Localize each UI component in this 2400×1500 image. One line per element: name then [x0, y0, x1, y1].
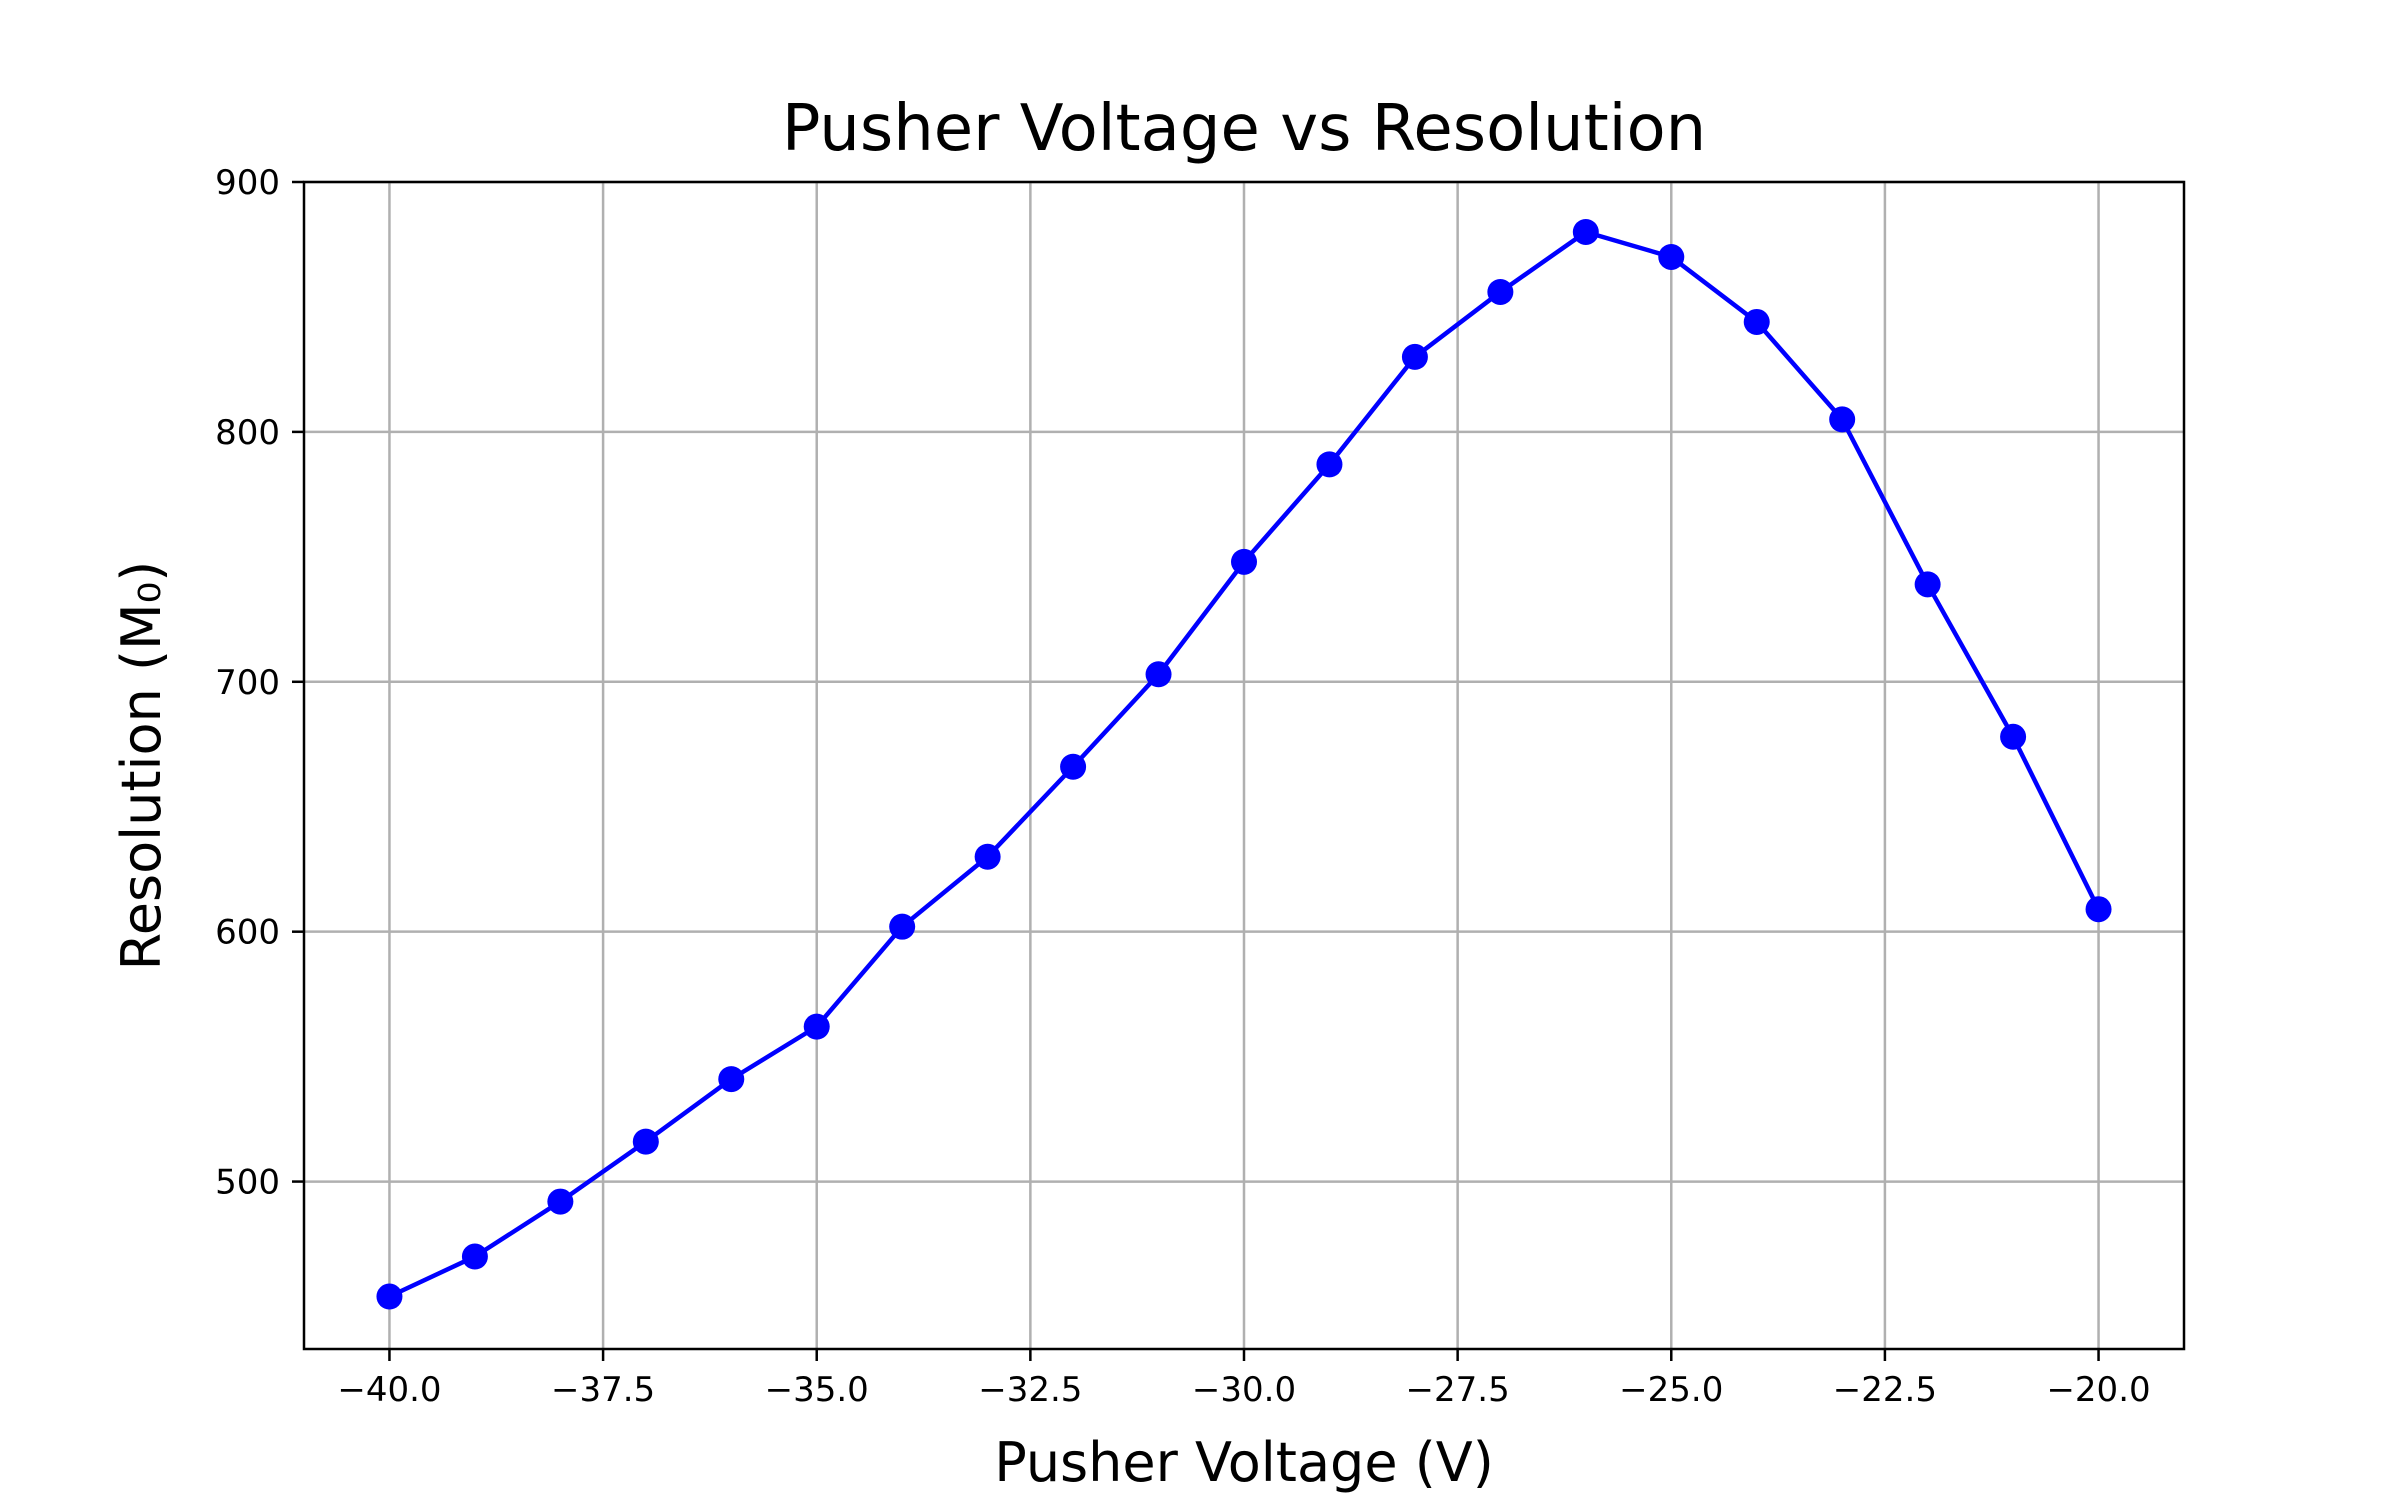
- data-point: [376, 1283, 403, 1310]
- y-tick-label: 700: [215, 663, 280, 703]
- data-point: [889, 913, 916, 940]
- data-point: [1572, 218, 1599, 245]
- x-tick-label: −40.0: [337, 1370, 441, 1410]
- x-tick-label: −20.0: [2046, 1370, 2150, 1410]
- data-point: [632, 1128, 659, 1155]
- x-tick-label: −27.5: [1406, 1370, 1510, 1410]
- data-point: [1914, 571, 1941, 598]
- data-point: [461, 1243, 488, 1270]
- data-point: [803, 1013, 830, 1040]
- data-point: [2000, 723, 2027, 750]
- x-tick-label: −37.5: [551, 1370, 655, 1410]
- y-axis-title: Resolution (M₀): [110, 561, 173, 971]
- chart-title: Pusher Voltage vs Resolution: [782, 92, 1706, 166]
- x-tick-label: −25.0: [1619, 1370, 1723, 1410]
- data-point: [1829, 406, 1856, 433]
- data-point: [1060, 753, 1087, 780]
- data-point: [974, 843, 1001, 870]
- axis-ticks: −40.0 −37.5 −35.0 −32.5 −30.0 −27.5 −25.0 −22.5…: [215, 163, 2151, 1410]
- x-tick-label: −35.0: [765, 1370, 869, 1410]
- data-point: [1401, 343, 1428, 370]
- data-point: [1743, 308, 1770, 335]
- data-point: [1658, 243, 1685, 270]
- data-point: [718, 1066, 745, 1093]
- data-point: [547, 1188, 574, 1215]
- x-axis-title: Pusher Voltage (V): [994, 1431, 1494, 1494]
- x-tick-label: −22.5: [1833, 1370, 1937, 1410]
- y-tick-label: 900: [215, 163, 280, 203]
- data-point: [1316, 451, 1343, 478]
- data-point: [1487, 278, 1514, 305]
- data-point: [2085, 896, 2112, 923]
- data-series: [376, 218, 2112, 1310]
- data-point: [1145, 661, 1172, 688]
- y-tick-label: 800: [215, 413, 280, 453]
- y-tick-label: 600: [215, 913, 280, 953]
- x-tick-label: −30.0: [1192, 1370, 1296, 1410]
- y-tick-label: 500: [215, 1163, 280, 1203]
- x-tick-label: −32.5: [978, 1370, 1082, 1410]
- data-point: [1231, 548, 1257, 575]
- grid: [304, 180, 2184, 1349]
